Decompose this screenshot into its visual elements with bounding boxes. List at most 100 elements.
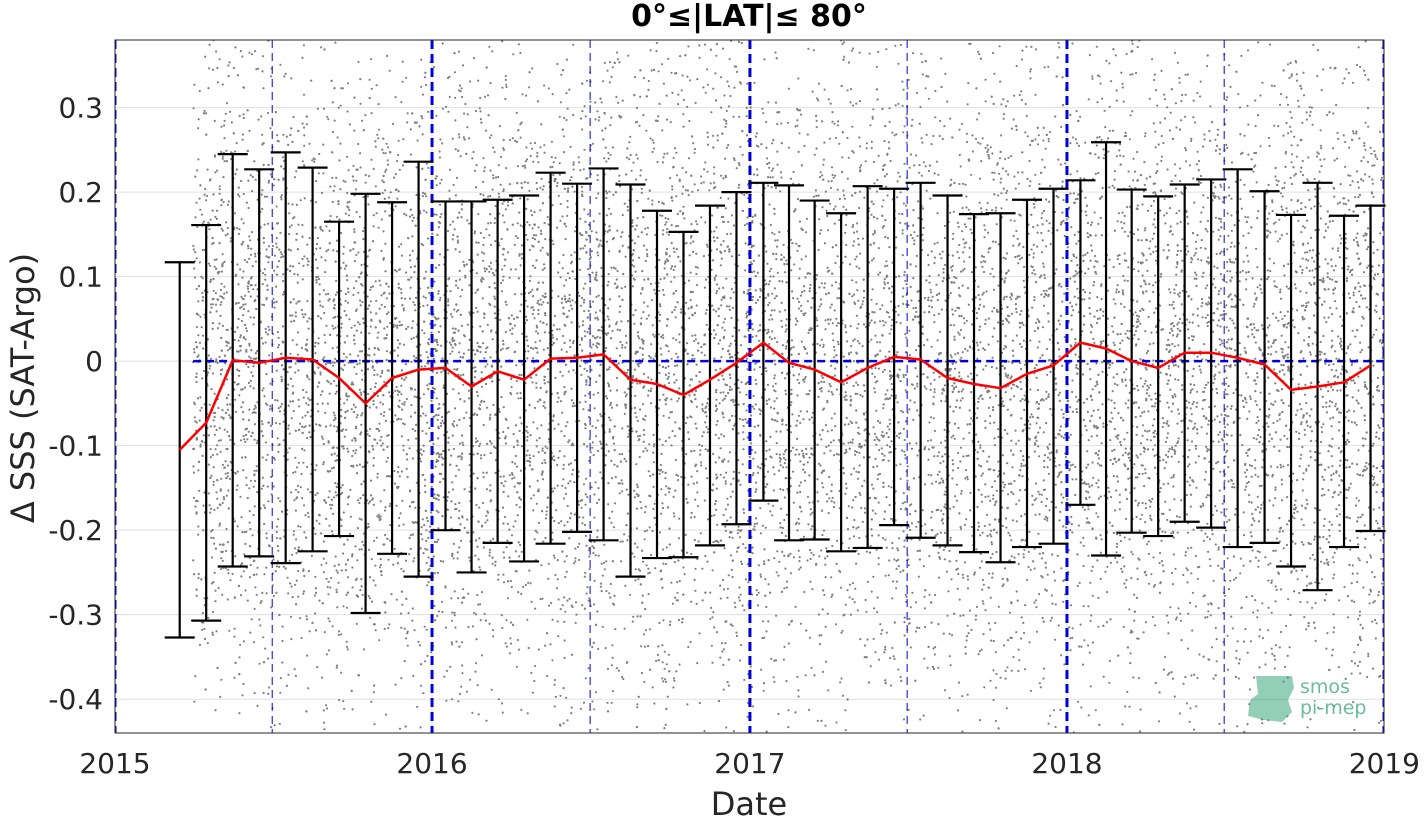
scatter-point (599, 239, 602, 242)
scatter-point (378, 319, 381, 322)
scatter-point (400, 626, 403, 629)
scatter-point (386, 325, 389, 328)
scatter-point (383, 380, 386, 384)
scatter-point (868, 52, 871, 55)
scatter-point (691, 190, 694, 193)
scatter-point (1090, 435, 1093, 438)
scatter-point (453, 590, 456, 593)
scatter-point (1380, 417, 1383, 420)
scatter-point (744, 578, 748, 581)
scatter-point (1023, 265, 1026, 268)
scatter-point (297, 405, 301, 408)
scatter-point (425, 539, 428, 543)
scatter-point (920, 52, 923, 56)
scatter-point (706, 170, 709, 173)
scatter-point (672, 337, 675, 340)
scatter-point (211, 303, 214, 306)
scatter-point (313, 160, 316, 163)
scatter-point (1289, 176, 1292, 179)
scatter-point (723, 317, 727, 320)
scatter-point (385, 460, 388, 463)
scatter-point (713, 276, 716, 279)
scatter-point (222, 496, 225, 499)
scatter-point (505, 619, 508, 622)
scatter-point (195, 380, 198, 384)
scatter-point (1111, 184, 1114, 187)
scatter-point (488, 418, 491, 421)
scatter-point (306, 300, 309, 303)
scatter-point (536, 332, 540, 335)
scatter-point (1269, 562, 1272, 565)
scatter-point (1300, 541, 1303, 544)
scatter-point (542, 540, 545, 543)
scatter-point (621, 214, 624, 217)
scatter-point (1302, 71, 1305, 74)
scatter-point (697, 540, 700, 543)
scatter-point (1090, 569, 1093, 573)
scatter-point (1143, 571, 1146, 574)
scatter-point (721, 347, 724, 350)
scatter-point (225, 527, 228, 531)
scatter-point (1128, 330, 1132, 333)
scatter-point (482, 236, 486, 239)
scatter-point (784, 534, 788, 538)
scatter-point (1364, 469, 1367, 472)
scatter-point (460, 87, 463, 90)
scatter-point (318, 293, 321, 296)
scatter-point (398, 320, 401, 323)
scatter-point (652, 141, 655, 144)
scatter-point (724, 394, 727, 398)
scatter-point (1330, 445, 1333, 448)
scatter-point (1269, 465, 1273, 468)
scatter-point (689, 299, 692, 302)
scatter-point (807, 47, 810, 50)
scatter-point (1123, 371, 1126, 374)
scatter-point (957, 572, 960, 576)
scatter-point (703, 286, 707, 289)
scatter-point (541, 447, 544, 450)
scatter-point (1212, 194, 1215, 197)
scatter-point (1115, 551, 1118, 554)
scatter-point (949, 539, 952, 542)
scatter-point (815, 319, 819, 322)
scatter-point (1337, 247, 1340, 250)
scatter-point (205, 199, 208, 202)
scatter-point (335, 384, 338, 387)
scatter-point (454, 148, 457, 151)
scatter-point (281, 156, 284, 159)
scatter-point (376, 336, 379, 339)
scatter-point (1184, 149, 1188, 152)
scatter-point (557, 271, 560, 274)
scatter-point (715, 54, 718, 57)
scatter-point (1207, 381, 1210, 384)
scatter-point (1135, 454, 1138, 457)
scatter-point (1208, 460, 1211, 463)
scatter-point (580, 337, 583, 340)
scatter-point (336, 425, 339, 429)
scatter-point (394, 414, 397, 417)
scatter-point (1025, 45, 1028, 48)
scatter-point (992, 178, 995, 181)
scatter-point (293, 272, 296, 276)
scatter-point (490, 442, 493, 445)
scatter-point (830, 483, 833, 486)
scatter-point (556, 226, 559, 229)
scatter-point (658, 258, 661, 262)
scatter-point (1061, 300, 1064, 303)
scatter-point (242, 192, 245, 196)
scatter-point (964, 652, 967, 655)
scatter-point (822, 486, 825, 489)
scatter-point (1007, 493, 1010, 496)
scatter-point (986, 202, 989, 205)
scatter-point (1004, 669, 1007, 673)
scatter-point (775, 442, 778, 445)
scatter-point (977, 294, 980, 297)
scatter-point (786, 263, 789, 266)
scatter-point (1252, 170, 1255, 173)
scatter-point (1048, 509, 1051, 512)
scatter-point (438, 253, 442, 256)
scatter-point (1084, 291, 1087, 294)
scatter-point (1076, 197, 1079, 201)
scatter-point (519, 543, 522, 547)
scatter-point (806, 559, 809, 562)
